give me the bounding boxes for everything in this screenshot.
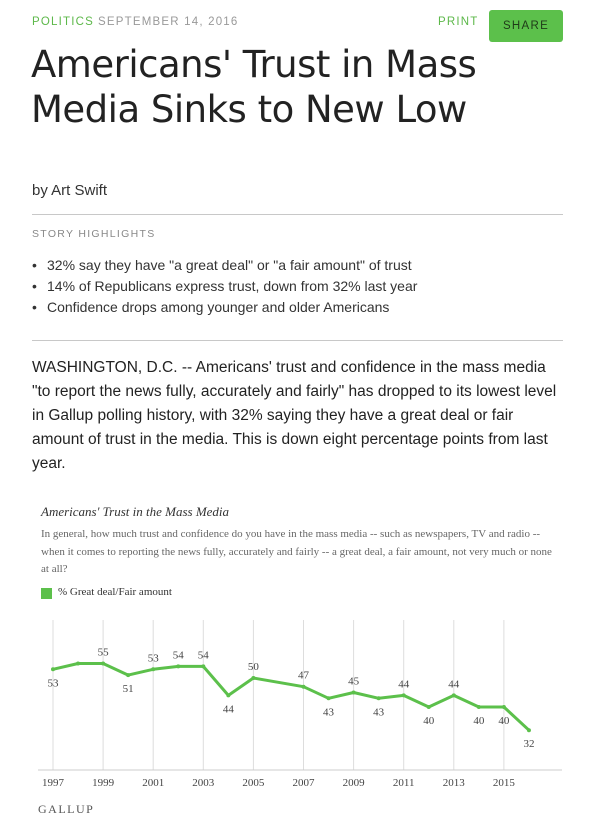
x-tick-label: 2001 [142,777,164,789]
highlight-item: 32% say they have "a great deal" or "a f… [32,255,417,276]
data-label: 51 [123,683,134,695]
data-label: 40 [473,715,485,727]
x-tick-label: 2005 [242,777,265,789]
x-tick-label: 2003 [192,777,215,789]
share-button[interactable]: SHARE [489,10,563,42]
chart-title: Americans' Trust in the Mass Media [41,504,230,519]
data-point [376,696,381,701]
data-label: 55 [98,647,110,659]
x-tick-label: 2009 [343,777,366,789]
x-tick-label: 2015 [493,777,516,789]
category-link[interactable]: POLITICS [32,16,95,28]
x-tick-label: 2007 [293,777,316,789]
data-point [51,667,55,672]
data-label: 47 [298,670,310,682]
highlight-item: 14% of Republicans express trust, down f… [32,276,417,297]
data-point [176,664,181,669]
data-label: 45 [348,676,360,688]
legend-label: % Great deal/Fair amount [58,586,172,598]
article-title: Americans' Trust in Mass Media Sinks to … [31,42,551,132]
divider [32,340,563,341]
data-point [76,661,81,666]
data-point [226,693,231,698]
gallup-logo: GALLUP [38,802,95,814]
data-point [251,676,256,680]
data-label: 43 [373,706,385,718]
publish-date: SEPTEMBER 14, 2016 [98,16,239,28]
data-label: 44 [223,703,235,715]
byline: by Art Swift [32,182,108,199]
data-label: 53 [48,677,60,689]
story-highlights-label: STORY HIGHLIGHTS [32,228,156,240]
data-point [151,667,156,672]
article-meta-bar: POLITICS SEPTEMBER 14, 2016 PRINT SHARE [32,10,563,42]
data-point [426,705,431,709]
x-tick-label: 1999 [92,777,115,789]
chart-subtitle: In general, how much trust and confidenc… [41,528,552,575]
data-point [401,693,406,698]
data-label: 44 [448,678,460,690]
series-line [52,662,530,732]
x-tick-label: 1997 [42,777,65,789]
data-point [301,684,306,689]
divider [32,214,563,215]
data-point [126,673,131,678]
data-label: 40 [498,715,510,727]
data-point [351,690,356,695]
article-title-line-1: Americans' Trust in Mass [31,43,477,86]
x-tick-label: 2011 [393,777,415,789]
data-label: 54 [198,649,210,661]
highlight-item: Confidence drops among younger and older… [32,297,417,318]
data-point [501,705,506,709]
legend-swatch [41,588,52,599]
story-highlights-list: 32% say they have "a great deal" or "a f… [32,255,417,318]
data-label: 32 [523,738,534,750]
data-label: 40 [423,715,435,727]
data-label: 43 [323,706,335,718]
data-point [451,693,456,698]
data-point [476,705,481,709]
data-point [326,696,331,701]
trust-line-chart: 53 55 51 53 54 54 44 50 47 43 45 43 44 40 44 40 40 32 1997… [38,620,562,789]
print-link[interactable]: PRINT [438,16,479,28]
data-label: 54 [173,649,185,661]
data-label: 44 [398,678,410,690]
data-point [101,661,106,666]
article-title-line-2: Media Sinks to New Low [31,88,467,131]
data-point [526,728,531,733]
x-tick-label: 2013 [443,777,466,789]
data-label: 50 [248,661,260,673]
article-lede: WASHINGTON, D.C. -- Americans' trust and… [32,359,557,472]
data-label: 53 [148,652,160,664]
data-point [201,664,206,669]
